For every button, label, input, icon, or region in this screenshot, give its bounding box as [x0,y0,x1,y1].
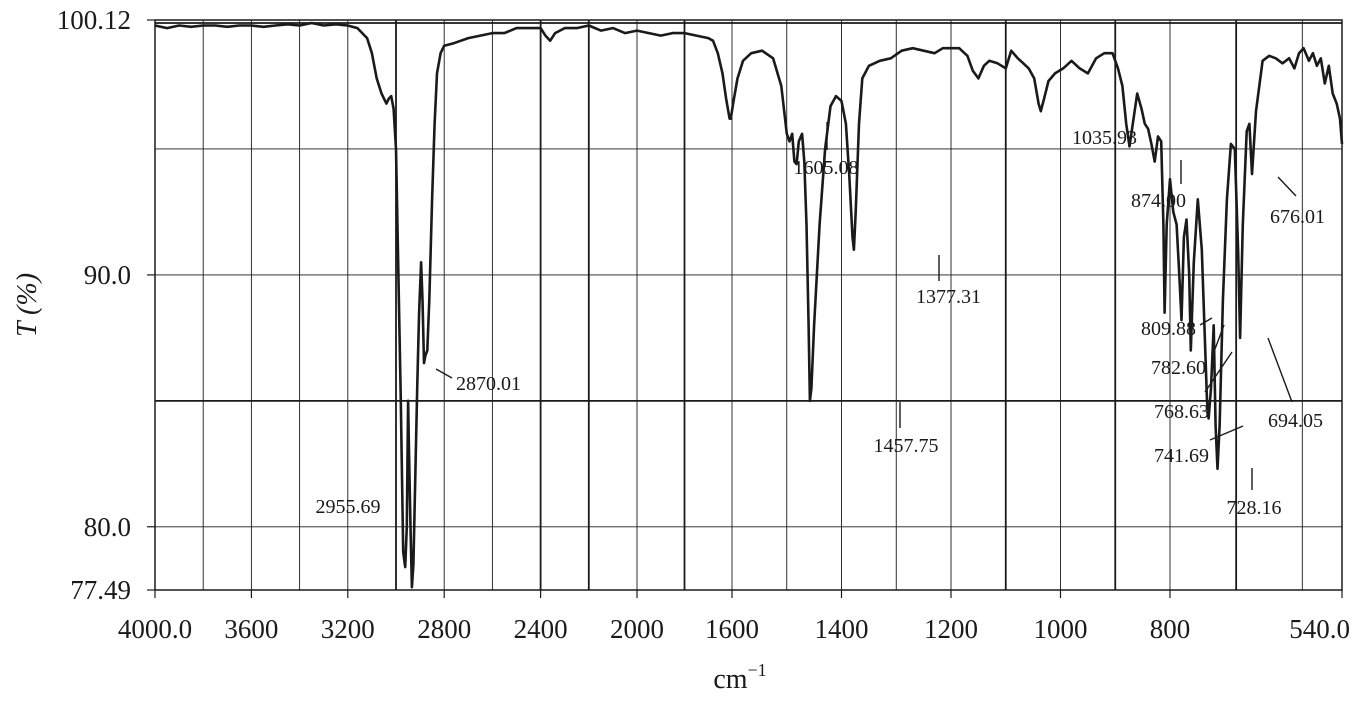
peak-label: 1457.75 [874,435,939,457]
x-tick-label: 3200 [321,614,375,644]
peak-labels: 2955.69 2870.01 1605.08 1457.75 1377.31 1035.… [316,127,1326,519]
x-axis-ticks: 4000.0 3600 3200 2800 2400 2000 1600 1400 1200 10… [118,590,1350,644]
peak-leader-lines [435,122,1297,490]
peak-label: 2870.01 [456,373,521,395]
x-tick-label: 1000 [1034,614,1088,644]
x-axis-title-exponent: −1 [748,660,767,680]
y-tick-label: 80.0 [84,512,131,542]
x-tick-label: 540.0 [1289,614,1350,644]
peak-leader-line [1267,337,1293,403]
peak-leader-line [1209,425,1244,441]
y-axis-title: T (%) [12,273,43,337]
x-tick-label: 1600 [705,614,759,644]
peak-leader-line [1199,317,1213,326]
x-tick-label: 2000 [610,614,664,644]
peak-leader-line [1204,351,1233,393]
x-tick-label: 1200 [924,614,978,644]
peak-label: 809.88 [1141,318,1196,340]
plot-frame [154,19,1343,591]
peak-label: 768.63 [1154,401,1209,423]
peak-label: 1605.08 [794,157,859,179]
peak-label: 728.16 [1227,497,1282,519]
peak-leader-line [1211,324,1225,358]
peak-label: 1035.93 [1072,127,1137,149]
peak-label: 874.00 [1131,190,1186,212]
x-tick-label: 800 [1150,614,1191,644]
y-tick-label: 100.12 [57,5,131,35]
x-tick-label: 2400 [514,614,568,644]
x-axis-title-unit: cm [713,664,747,695]
peak-leader-line [1277,176,1297,197]
x-tick-label: 3600 [224,614,278,644]
x-tick-label: 4000.0 [118,614,192,644]
y-axis-ticks: 100.12 90.0 80.0 77.49 [57,5,155,605]
y-tick-label: 90.0 [84,260,131,290]
peak-leader-line [435,368,453,379]
peak-label: 676.01 [1270,206,1325,228]
x-tick-label: 1400 [815,614,869,644]
peak-label: 694.05 [1268,410,1323,432]
y-tick-label: 77.49 [70,575,131,605]
x-axis-title: cm−1 [713,660,766,695]
peak-label: 782.60 [1151,357,1206,379]
x-tick-label: 2800 [417,614,471,644]
peak-label: 2955.69 [316,496,381,518]
transmittance-series-line [154,21,1344,589]
peak-label: 741.69 [1154,445,1209,467]
peak-label: 1377.31 [916,286,981,308]
